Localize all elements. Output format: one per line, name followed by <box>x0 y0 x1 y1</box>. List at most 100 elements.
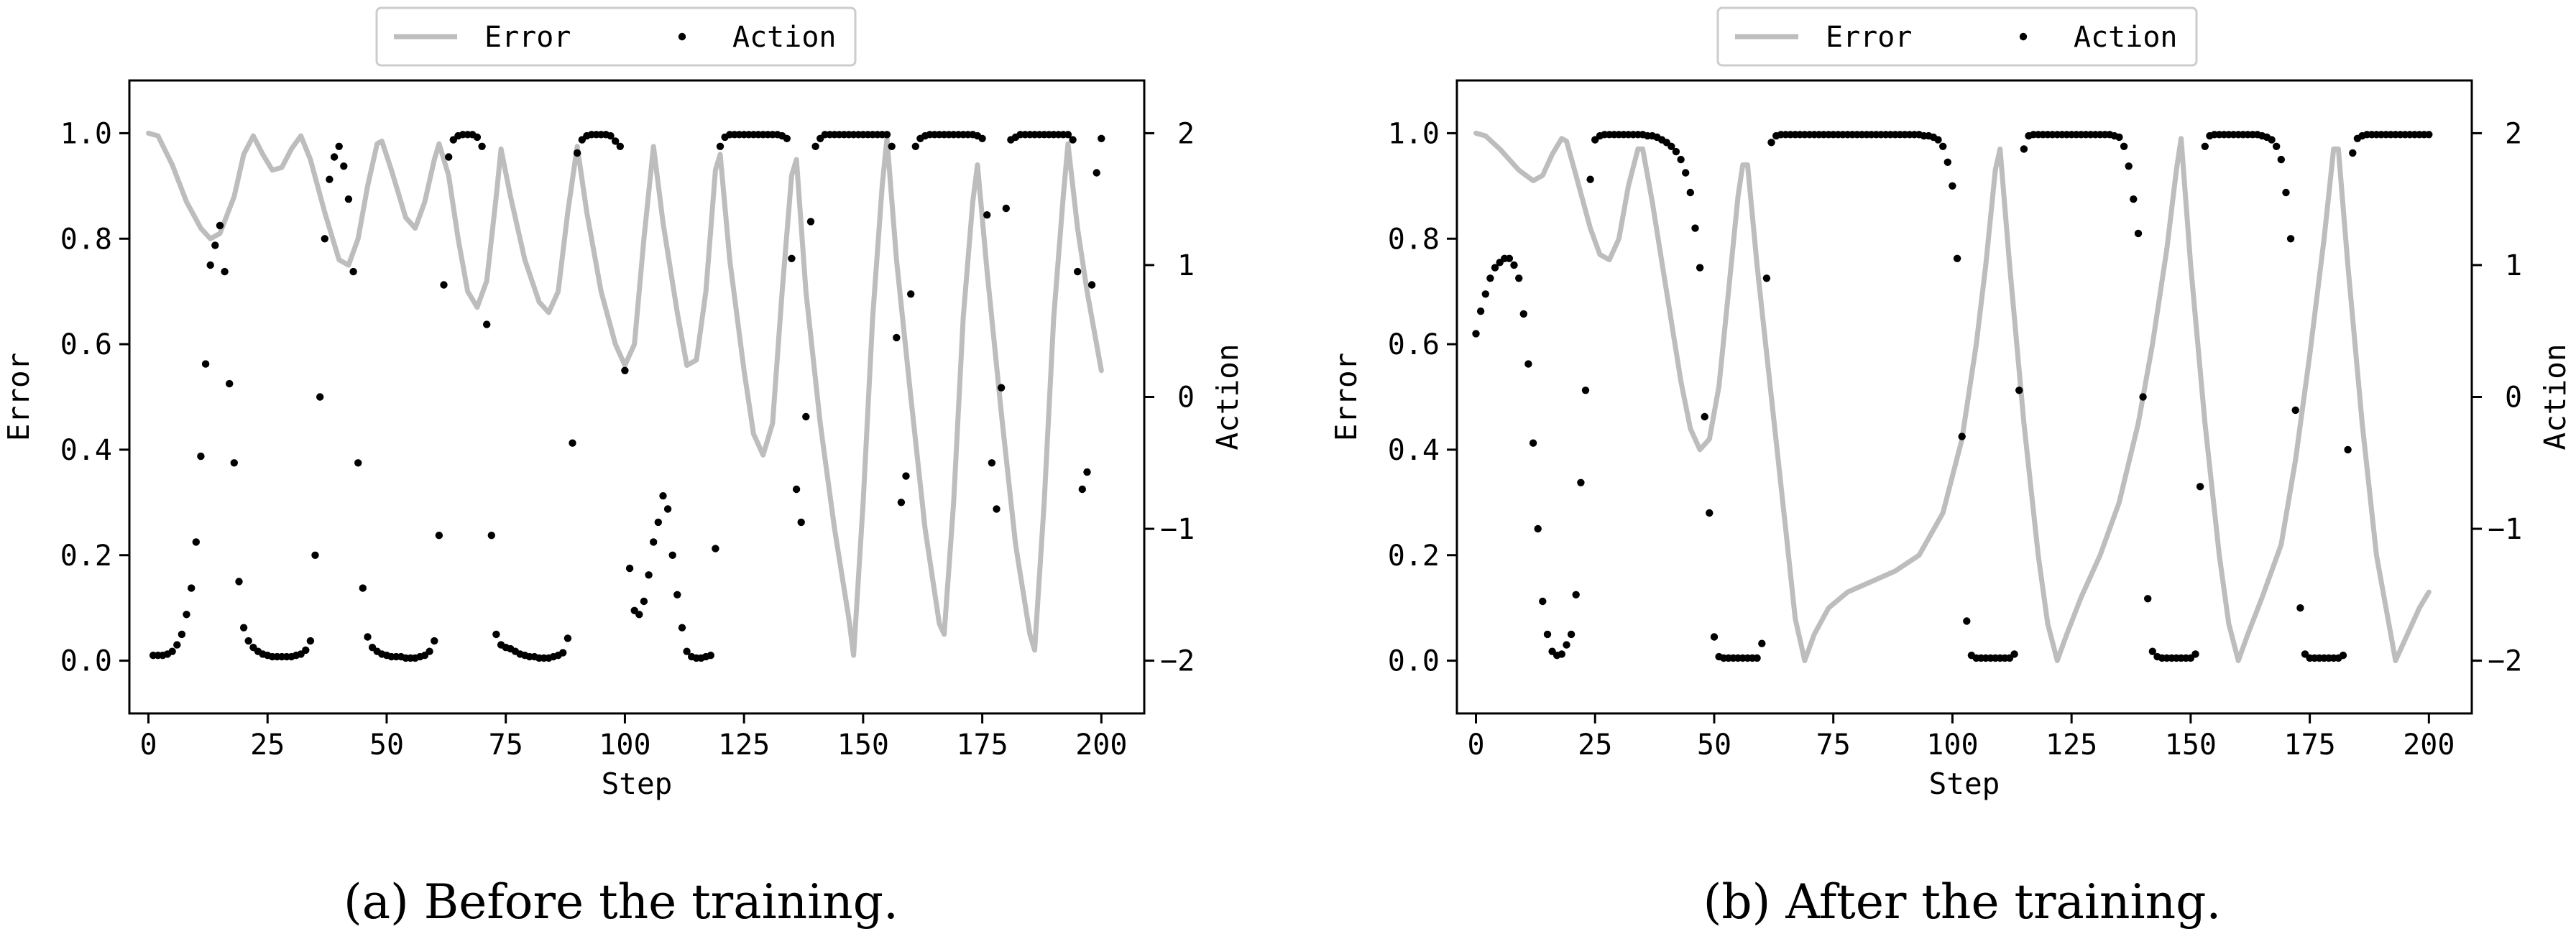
action-point <box>192 538 200 546</box>
action-point <box>678 624 686 632</box>
action-point <box>201 360 210 368</box>
action-point <box>173 641 181 649</box>
action-point <box>683 647 691 655</box>
action-point <box>1572 591 1580 598</box>
legend-error-label: Error <box>1826 21 1912 54</box>
y2-axis-label: Action <box>2538 343 2572 450</box>
y2-tick-label: 0 <box>2505 381 2522 415</box>
panel-caption: (b) After the training. <box>1703 874 2222 930</box>
legend: Error Action <box>1716 6 2198 67</box>
action-point <box>183 611 190 619</box>
action-point <box>911 142 920 150</box>
action-point <box>883 131 891 139</box>
action-point <box>1686 188 1694 197</box>
legend-action-label: Action <box>2074 21 2178 54</box>
action-point <box>2115 133 2123 142</box>
x-axis-label: Step <box>1929 767 2000 801</box>
action-point <box>645 571 653 579</box>
action-point <box>635 611 643 619</box>
action-point <box>188 584 196 592</box>
action-point <box>487 532 495 540</box>
action-point <box>216 221 224 230</box>
action-point <box>625 564 634 573</box>
y-tick-label: 0.4 <box>60 434 112 467</box>
legend-action-swatch <box>2019 32 2028 41</box>
error-series-line <box>1473 130 2432 664</box>
x-tick-label: 50 <box>1697 728 1731 762</box>
action-point <box>1958 433 1966 440</box>
action-point <box>335 142 343 150</box>
action-point <box>1762 274 1771 282</box>
y2-tick-label: −2 <box>1160 645 1195 678</box>
action-point <box>1543 630 1552 639</box>
action-point <box>1934 136 1942 144</box>
action-point <box>707 652 714 660</box>
action-point <box>440 281 448 289</box>
action-point <box>344 195 353 203</box>
action-point <box>1534 524 1542 533</box>
y-tick-label: 0.8 <box>60 223 112 256</box>
action-point <box>802 412 810 421</box>
action-point <box>2015 387 2023 394</box>
action-point <box>716 142 724 150</box>
y2-tick-label: −1 <box>2488 513 2522 546</box>
action-point <box>2196 483 2204 491</box>
panel-b: 0 25 50 75 100 125 150 175 200 0.0 0.2 0.4 0.6 0.8 1.0… <box>1329 6 2572 930</box>
x-tick-label: 100 <box>1926 728 1978 762</box>
y-tick-label: 1.0 <box>1388 117 1440 150</box>
x-tick-label: 100 <box>599 728 650 762</box>
action-point <box>1524 360 1532 368</box>
action-point <box>2130 195 2138 203</box>
legend-error-label: Error <box>484 21 571 54</box>
action-point <box>616 142 624 150</box>
action-point <box>607 131 615 140</box>
action-point <box>226 379 234 388</box>
x-tick-label: 50 <box>369 728 404 762</box>
action-point <box>1567 630 1576 639</box>
x-axis-label: Step <box>602 767 673 801</box>
action-point <box>788 254 796 262</box>
action-point <box>1939 142 1947 150</box>
action-point <box>1491 264 1499 272</box>
y2-axis-label: Action <box>1210 343 1245 450</box>
action-point <box>306 637 315 645</box>
action-point <box>1092 169 1100 177</box>
action-point <box>978 134 986 142</box>
action-point <box>302 646 310 654</box>
action-point <box>354 459 362 467</box>
action-point <box>2282 188 2290 197</box>
action-point <box>340 162 348 170</box>
y2-tick-label: 1 <box>2505 249 2522 282</box>
y2-tick-label: −1 <box>1160 513 1195 546</box>
panel-caption: (a) Before the training. <box>344 874 898 930</box>
action-point <box>2268 136 2276 144</box>
action-point <box>2144 595 2152 603</box>
x-tick-label: 75 <box>489 728 523 762</box>
action-point <box>1505 254 1514 262</box>
action-point <box>1472 330 1480 338</box>
action-point <box>663 505 672 513</box>
y-axis-label: Error <box>1329 353 1363 441</box>
action-point <box>478 142 486 150</box>
action-point <box>239 624 248 632</box>
action-point <box>211 241 219 249</box>
legend-action-label: Action <box>732 21 837 54</box>
y-tick-label: 1.0 <box>60 117 112 150</box>
action-point <box>1083 468 1091 476</box>
action-point <box>426 647 433 655</box>
action-point <box>897 499 906 506</box>
action-point <box>993 505 1000 513</box>
action-point <box>668 551 676 559</box>
y-tick-label: 0.0 <box>1388 645 1440 678</box>
y-tick-label: 0.2 <box>1388 540 1440 573</box>
action-point <box>612 137 620 145</box>
legend-box <box>1716 6 2198 67</box>
action-point <box>1944 158 1951 166</box>
action-point <box>792 485 801 494</box>
action-point <box>806 218 815 226</box>
action-point <box>1481 290 1489 298</box>
action-point <box>2349 149 2357 157</box>
y2-tick-label: 2 <box>1177 117 1195 150</box>
action-point <box>650 538 658 546</box>
action-point <box>359 584 367 592</box>
